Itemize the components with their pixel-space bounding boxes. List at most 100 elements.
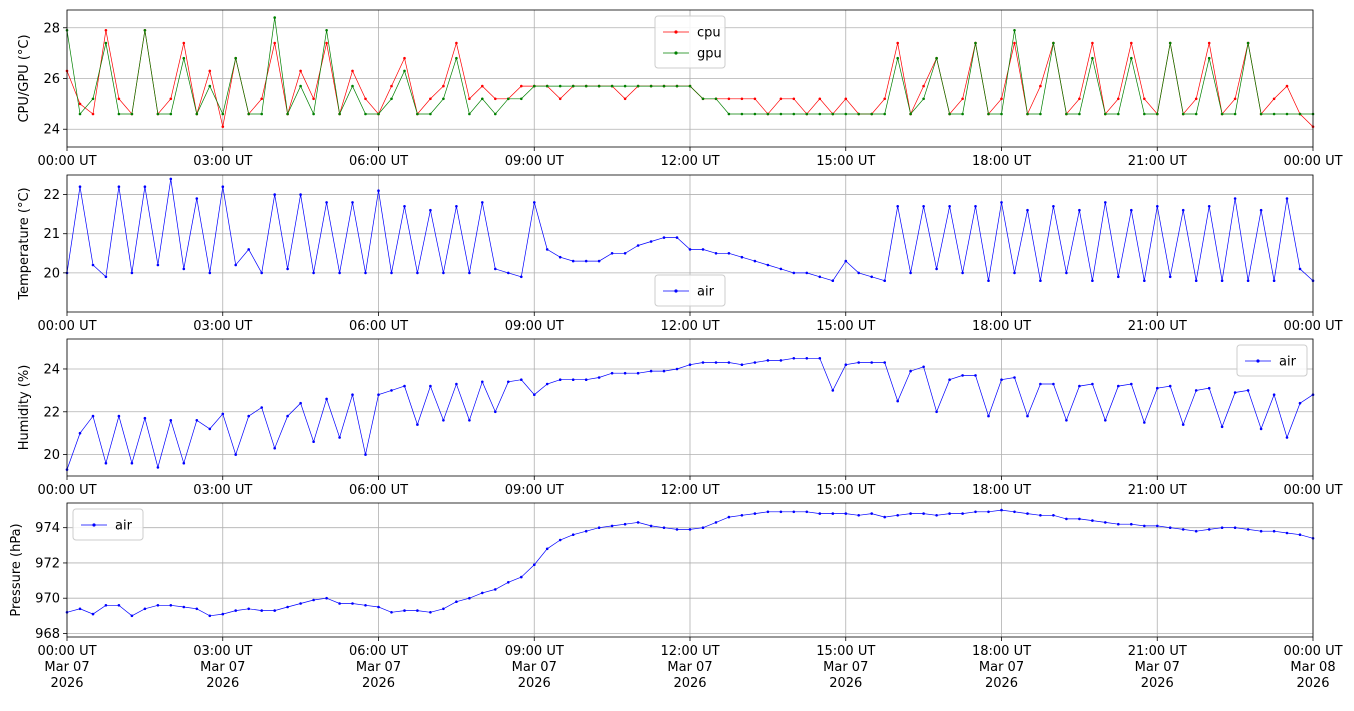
data-point-air xyxy=(442,419,445,422)
data-point-gpu xyxy=(377,112,380,116)
data-point-air xyxy=(857,361,860,364)
data-point-cpu xyxy=(818,97,822,101)
data-point-air xyxy=(779,359,783,362)
data-point-air xyxy=(818,512,822,515)
data-point-air xyxy=(455,205,458,208)
data-point-air xyxy=(1259,208,1263,212)
data-point-air xyxy=(247,607,250,611)
data-point-gpu xyxy=(442,97,445,101)
data-point-gpu xyxy=(338,112,341,116)
data-point-air xyxy=(870,275,873,279)
y-tick-label: 26 xyxy=(43,72,60,87)
legend-label-cpu: cpu xyxy=(697,26,721,41)
data-point-air xyxy=(545,547,549,551)
data-point-gpu xyxy=(403,69,406,73)
data-point-air xyxy=(883,515,886,519)
x-tick-label: 21:00 UT xyxy=(1128,154,1187,169)
data-point-air xyxy=(805,271,809,275)
data-point-cpu xyxy=(1078,97,1081,101)
data-point-air xyxy=(1181,528,1185,531)
data-point-gpu xyxy=(1104,112,1107,116)
x-tick-label: 21:00 UT xyxy=(1128,483,1187,498)
data-point-gpu xyxy=(494,112,497,116)
data-point-air xyxy=(623,522,627,526)
data-point-air xyxy=(169,177,173,181)
data-point-air xyxy=(883,361,886,364)
data-point-gpu xyxy=(169,112,173,116)
data-point-gpu xyxy=(156,112,160,116)
data-point-air xyxy=(649,240,653,243)
data-point-gpu xyxy=(1156,112,1159,116)
data-point-air xyxy=(91,263,95,267)
data-point-air xyxy=(390,389,393,392)
data-point-air xyxy=(286,414,289,418)
data-point-air xyxy=(558,255,562,259)
y-tick-label: 22 xyxy=(43,405,60,420)
data-point-air xyxy=(195,607,199,611)
data-point-air xyxy=(364,271,367,275)
data-point-air xyxy=(104,275,108,279)
data-point-air xyxy=(1168,275,1172,279)
data-point-gpu xyxy=(260,112,264,116)
data-point-cpu xyxy=(520,84,523,88)
data-point-air xyxy=(1013,376,1016,379)
panel-3: 00:00 UT 03:00 UT 06:00 UT 09:00 UT 12:00 UT… xyxy=(17,338,1343,498)
data-point-air xyxy=(1207,386,1211,390)
data-point-gpu xyxy=(390,97,393,101)
y-tick-label: 20 xyxy=(43,266,60,281)
data-point-cpu xyxy=(1091,41,1094,45)
data-point-gpu xyxy=(974,41,977,45)
data-point-air xyxy=(273,193,277,196)
data-point-gpu xyxy=(299,84,302,88)
data-point-gpu xyxy=(1130,56,1133,60)
data-point-air xyxy=(1130,382,1133,386)
data-point-air xyxy=(416,271,419,275)
data-point-gpu xyxy=(104,41,108,45)
legend-box xyxy=(72,508,144,541)
data-point-air xyxy=(766,359,770,362)
data-point-air xyxy=(247,248,250,251)
data-point-cpu xyxy=(1194,97,1198,101)
data-point-gpu xyxy=(221,112,225,116)
data-point-air xyxy=(1117,384,1120,388)
legend-label-air: air xyxy=(697,285,715,300)
data-point-gpu xyxy=(1285,112,1289,116)
data-point-cpu xyxy=(1130,41,1133,45)
panel-4: 00:00 UT Mar 07 2026 03:00 UT Mar 07 2026 06:0… xyxy=(9,502,1343,691)
x-tick-label: 15:00 UT Mar 07 2026 xyxy=(816,644,875,691)
data-point-cpu xyxy=(78,102,82,106)
data-point-gpu xyxy=(481,97,484,101)
data-point-air xyxy=(727,252,731,255)
data-point-air xyxy=(1078,384,1081,388)
x-tick-label: 18:00 UT Mar 07 2026 xyxy=(972,644,1031,691)
data-point-cpu xyxy=(442,84,445,88)
data-point-gpu xyxy=(1026,112,1029,116)
x-tick-label: 09:00 UT Mar 07 2026 xyxy=(505,644,564,691)
data-point-air xyxy=(740,255,744,259)
data-point-gpu xyxy=(714,97,718,101)
data-point-air xyxy=(675,367,679,371)
data-point-air xyxy=(844,259,848,263)
data-point-gpu xyxy=(1259,112,1263,116)
data-point-air xyxy=(896,205,899,208)
data-point-air xyxy=(740,363,744,367)
data-point-air xyxy=(1298,533,1302,536)
data-point-air xyxy=(1246,279,1250,283)
data-point-cpu xyxy=(299,69,302,73)
data-point-air xyxy=(1104,419,1107,422)
data-point-air xyxy=(818,275,822,279)
data-point-air xyxy=(299,401,302,405)
data-point-air xyxy=(195,197,199,200)
x-tick-label: 03:00 UT xyxy=(193,483,252,498)
data-point-air xyxy=(104,604,108,607)
data-point-air xyxy=(987,414,990,418)
data-point-air xyxy=(1298,267,1302,271)
data-point-gpu xyxy=(831,112,835,116)
data-point-air xyxy=(338,271,341,275)
data-point-air xyxy=(961,512,964,515)
data-point-gpu xyxy=(818,112,822,116)
data-point-air xyxy=(533,393,536,397)
data-point-air xyxy=(1233,197,1237,200)
data-point-gpu xyxy=(636,84,640,88)
